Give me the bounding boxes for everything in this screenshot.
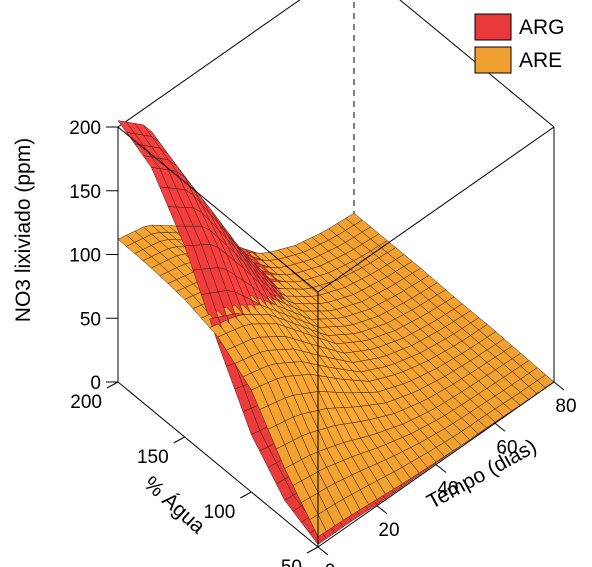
- z-tick-label: 200: [69, 118, 101, 139]
- y-tick-mark: [173, 436, 185, 444]
- x-tick-mark: [494, 422, 506, 432]
- y-tick-mark: [306, 546, 319, 554]
- z-tick-label: 100: [69, 246, 101, 267]
- legend-label-arg: ARG: [519, 16, 565, 39]
- y-tick-mark: [106, 381, 119, 389]
- y-axis-title: % Água: [139, 472, 209, 539]
- z-tick-label: 50: [80, 309, 101, 330]
- z-tick-label: 150: [69, 182, 101, 203]
- x-tick-label: 40: [437, 479, 458, 500]
- y-tick-label: 150: [137, 447, 169, 468]
- x-tick-label: 0: [325, 561, 336, 567]
- legend-label-are: ARE: [519, 49, 562, 72]
- legend: ARG ARE: [474, 13, 565, 74]
- z-tick-label: 0: [90, 373, 101, 394]
- y-tick-label: 50: [281, 557, 302, 567]
- x-tick-label: 60: [496, 437, 517, 458]
- back-box-edges: [117, 0, 555, 217]
- box-edge-back-top-y: [399, 0, 555, 128]
- y-tick-label: 100: [204, 502, 236, 523]
- y-tick-mark: [240, 491, 252, 499]
- legend-swatch-arg: [474, 13, 512, 41]
- x-tick-mark: [376, 505, 388, 515]
- front-box-edges: [117, 126, 555, 548]
- x-tick-mark: [553, 381, 565, 391]
- legend-swatch-are: [474, 46, 512, 74]
- y-tick-label: 200: [70, 392, 102, 413]
- box-edge-bottom-y: [117, 381, 319, 548]
- x-tick-label: 20: [378, 520, 399, 541]
- box-edge-top-x: [317, 126, 555, 293]
- x-tick-label: 80: [555, 396, 576, 417]
- axis-ticks: 05010015020050100150200020406080: [69, 118, 576, 567]
- box-edge-top-y: [117, 126, 319, 293]
- x-tick-mark: [435, 464, 447, 473]
- x-tick-mark: [317, 546, 329, 556]
- surface-meshes: [117, 120, 555, 545]
- z-axis-title: NO3 lixiviado (ppm): [12, 138, 35, 322]
- box-edge-back-top-x: [117, 0, 301, 128]
